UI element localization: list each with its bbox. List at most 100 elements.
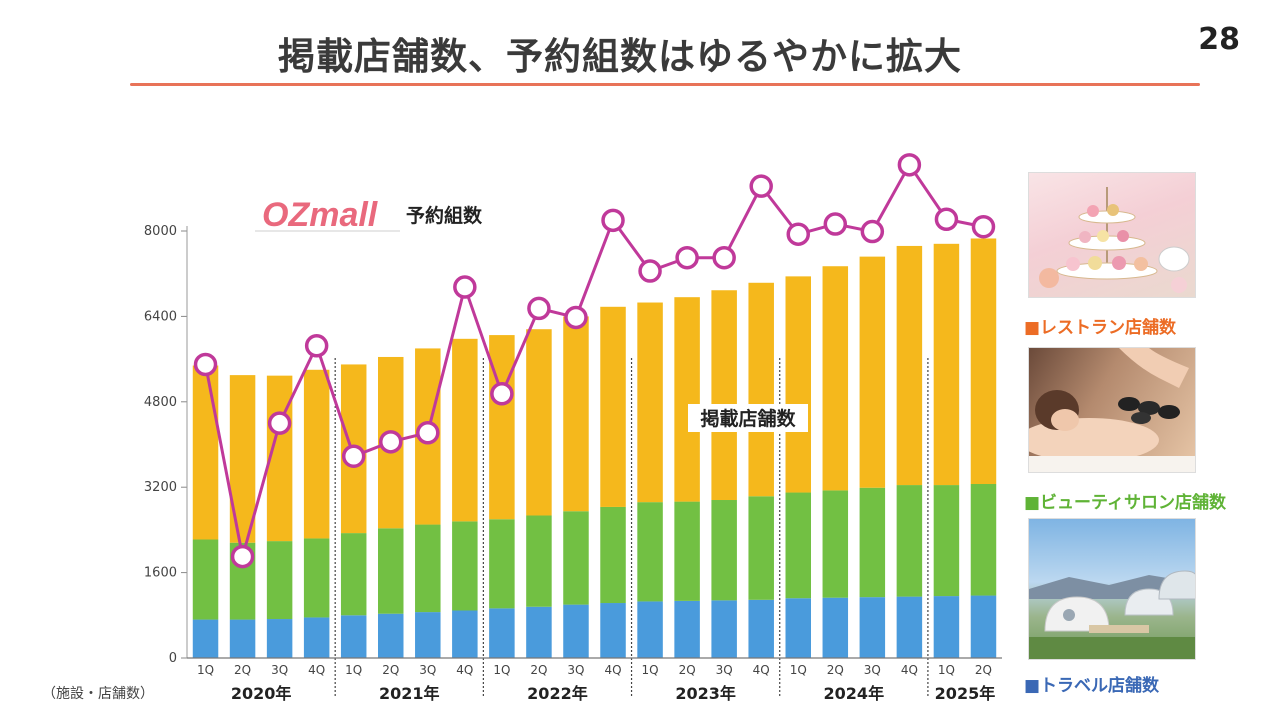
bar-segment-travel: [859, 597, 886, 658]
bar-segment-travel: [303, 617, 330, 658]
bar-segment-travel: [785, 598, 811, 658]
x-tick-label: 1Q: [493, 663, 510, 677]
bar-segment-beauty: [378, 528, 404, 614]
bar-segment-beauty: [637, 502, 663, 602]
year-label: 2024年: [824, 684, 885, 703]
bar-segment-beauty: [266, 541, 293, 620]
reservation-point: [490, 382, 514, 406]
year-label: 2022年: [527, 684, 588, 703]
bar-segment-beauty: [415, 524, 441, 613]
reservation-point: [712, 245, 736, 270]
bar-segment-travel: [896, 596, 923, 658]
x-tick-label: 3Q: [419, 663, 436, 677]
bar-segment-restaurant: [303, 369, 330, 539]
bar-segment-travel: [822, 597, 849, 658]
y-tick-label: 1600: [144, 566, 177, 581]
bar-segment-restaurant: [711, 290, 737, 501]
reservation-point: [675, 245, 699, 270]
bar-segment-restaurant: [452, 338, 478, 522]
reservation-point: [786, 222, 810, 246]
bar-segment-travel: [970, 595, 997, 658]
bar-segment-travel: [674, 600, 700, 658]
legend-travel: ■トラベル店舗数: [1024, 671, 1159, 696]
legend-travel-label: ■トラベル店舗数: [1024, 676, 1160, 696]
bar-segment-travel: [489, 608, 515, 658]
year-label: 2025年: [935, 684, 996, 703]
bar-segment-beauty: [452, 521, 478, 611]
bar-segment-beauty: [192, 539, 219, 620]
x-tick-label: 2Q: [382, 663, 399, 677]
annotation-background: [688, 404, 808, 432]
bar-segment-travel: [711, 600, 737, 658]
bar-segment-restaurant: [896, 245, 923, 486]
x-tick-label: 1Q: [197, 663, 214, 677]
reservation-point: [749, 174, 773, 198]
x-tick-label: 4Q: [456, 663, 473, 677]
reservation-point: [193, 352, 218, 377]
legend-restaurant: ■レストラン店舗数: [1024, 313, 1176, 338]
bar-segment-travel: [378, 613, 404, 658]
x-tick-label: 1Q: [642, 663, 659, 677]
bar-segment-restaurant: [192, 365, 219, 540]
reservation-point: [934, 207, 959, 232]
x-tick-label: 3Q: [567, 663, 584, 677]
x-tick-label: 2Q: [827, 663, 844, 677]
x-tick-label: 1Q: [345, 663, 362, 677]
bar-segment-restaurant: [822, 266, 849, 491]
reservation-point: [341, 444, 366, 468]
y-tick-label: 0: [169, 651, 177, 666]
reservation-line: [204, 161, 984, 557]
beauty-salon-photo: [1028, 347, 1196, 473]
reservation-point: [379, 430, 403, 454]
x-tick-label: 1Q: [790, 663, 807, 677]
bar-segment-beauty: [896, 485, 923, 597]
x-tick-label: 3Q: [271, 663, 288, 677]
reservation-point: [897, 153, 922, 177]
reservation-point: [601, 208, 625, 233]
bar-segment-restaurant: [526, 329, 552, 516]
bar-segment-travel: [340, 615, 367, 658]
reservation-point: [860, 219, 885, 244]
reservation-point: [527, 296, 551, 321]
bar-segment-travel: [933, 596, 960, 658]
bar-segment-restaurant: [674, 297, 700, 502]
x-tick-label: 2Q: [234, 663, 251, 677]
reservation-point: [453, 275, 477, 299]
y-tick-label: 3200: [144, 480, 177, 495]
ozmall-logo: OZmall: [262, 196, 379, 234]
page-number: 28: [1198, 22, 1240, 57]
y-tick-label: 8000: [144, 224, 177, 239]
bar-segment-beauty: [859, 487, 886, 598]
reservation-point: [638, 259, 662, 283]
bar-segment-travel: [637, 601, 663, 658]
line-series-label: 予約組数: [406, 204, 483, 227]
x-tick-label: 2Q: [530, 663, 547, 677]
bar-segment-beauty: [748, 496, 774, 600]
x-tick-label: 2Q: [679, 663, 696, 677]
restaurant-photo: [1028, 172, 1196, 298]
x-tick-label: 2Q: [975, 663, 992, 677]
legend-beauty-label: ■ビューティサロン店舗数: [1024, 493, 1227, 513]
bar-segment-restaurant: [785, 276, 811, 493]
reservation-point: [823, 212, 848, 236]
bar-segment-beauty: [563, 511, 589, 605]
bar-segment-travel: [600, 603, 626, 658]
bar-segment-travel: [266, 619, 293, 658]
bar-segment-restaurant: [637, 302, 663, 503]
x-tick-label: 4Q: [753, 663, 770, 677]
bar-segment-beauty: [600, 506, 626, 604]
bar-segment-beauty: [711, 500, 737, 601]
bar-segment-travel: [452, 610, 478, 658]
bar-segment-beauty: [970, 483, 997, 596]
bar-segment-travel: [229, 619, 256, 658]
reservation-point: [971, 214, 996, 239]
bar-segment-restaurant: [489, 335, 515, 520]
bar-segment-beauty: [303, 538, 330, 618]
reservation-point: [304, 334, 329, 358]
x-tick-label: 3Q: [864, 663, 881, 677]
bar-segment-travel: [526, 606, 552, 658]
year-label: 2021年: [379, 684, 440, 703]
legend-restaurant-label: ■レストラン店舗数: [1024, 318, 1177, 338]
page-title: 掲載店舗数、予約組数はゆるやかに拡大: [278, 35, 962, 78]
